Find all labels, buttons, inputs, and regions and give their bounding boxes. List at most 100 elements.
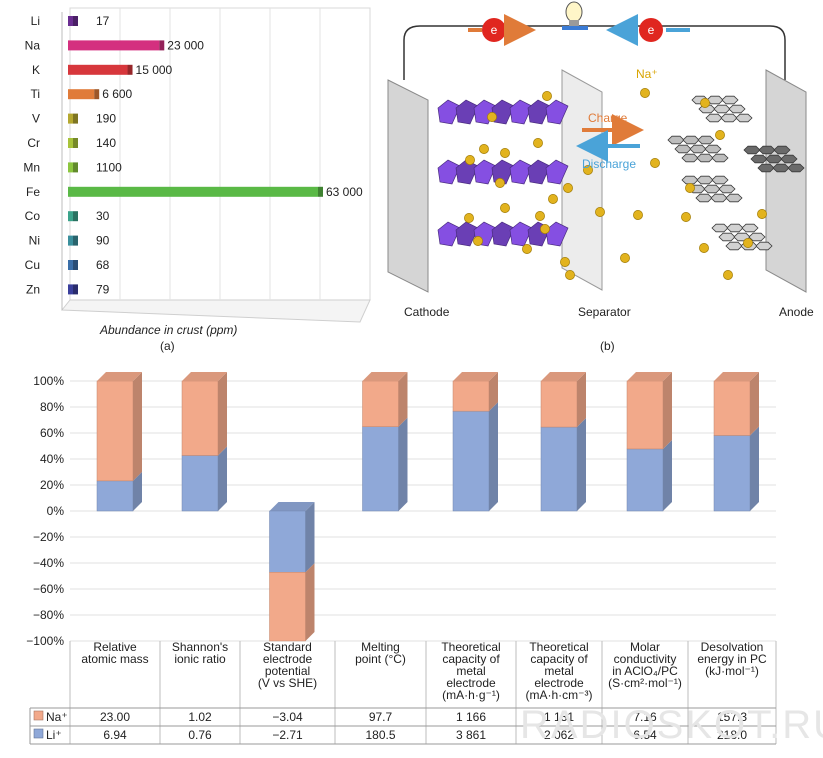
category-label: (mA·h·g⁻¹)	[442, 688, 500, 702]
separator-label: Separator	[578, 305, 631, 319]
sodium-ion	[522, 244, 532, 254]
graphene-hexagon	[728, 104, 746, 114]
element-label: Fe	[26, 185, 40, 199]
element-label: Na	[25, 38, 41, 52]
chart-c-ytick: 40%	[40, 452, 64, 466]
chart-c-ytick: 0%	[47, 504, 65, 518]
graphene-hexagon	[773, 145, 791, 155]
abundance-bar	[68, 40, 160, 51]
sodium-ion	[465, 155, 475, 165]
comparison-bar-side	[398, 417, 408, 511]
chart-c-ytick: −100%	[26, 634, 64, 648]
table-cell: 180.5	[365, 728, 395, 742]
cathode-label: Cathode	[404, 305, 450, 319]
anode-plate	[765, 69, 807, 293]
table-cell: 0.76	[188, 728, 212, 742]
graphene-hexagon	[711, 153, 729, 163]
cathode-polyhedron	[437, 99, 461, 125]
abundance-bar	[68, 162, 73, 173]
comparison-bar-side	[398, 372, 408, 427]
category-label: electrode	[534, 676, 584, 690]
abundance-bar-end	[318, 186, 323, 197]
graphene-hexagon	[735, 113, 753, 123]
cathode-polyhedron	[527, 99, 551, 125]
graphene-hexagon	[703, 184, 721, 194]
table-cell: 2 062	[544, 728, 574, 742]
element-label: Zn	[26, 282, 40, 296]
table-cell: 7.16	[633, 710, 657, 724]
comparison-bar-segment	[269, 510, 306, 573]
comparison-bar-segment	[96, 380, 134, 482]
comparison-bar-segment	[181, 380, 219, 456]
graphene-hexagon	[711, 175, 729, 185]
comparison-bar-top	[269, 502, 315, 511]
comparison-bar-side	[750, 426, 759, 511]
abundance-value: 140	[96, 136, 116, 150]
category-label: metal	[456, 664, 485, 678]
table-cell: 23.00	[100, 710, 130, 724]
sodium-ion	[500, 148, 510, 158]
sodium-ion	[473, 236, 483, 246]
cathode-polyhedron	[455, 99, 479, 125]
table-cell: −2.71	[272, 728, 303, 742]
abundance-bar-end	[73, 260, 78, 270]
category-label: ionic ratio	[174, 652, 226, 666]
graphene-hexagon	[787, 163, 805, 173]
graphene-hexagon	[757, 163, 775, 173]
chart-a-xlabel: Abundance in crust (ppm)	[99, 323, 237, 337]
abundance-value: 90	[96, 234, 110, 248]
comparison-bar-side	[577, 372, 586, 428]
sodium-ion-battery-schematic: e e Charge Discharge Na⁺ Cathode Separat…	[387, 1, 814, 353]
abundance-value: 15 000	[136, 63, 173, 77]
table-cell: 157.3	[717, 710, 747, 724]
sodium-ion	[535, 211, 545, 221]
svg-text:e: e	[491, 23, 498, 37]
category-label: atomic mass	[81, 652, 148, 666]
table-cell: 3 861	[456, 728, 486, 742]
graphene-hexagon	[682, 135, 700, 145]
graphene-hexagon	[681, 153, 699, 163]
abundance-bar-end	[127, 64, 133, 75]
abundance-bar	[68, 113, 73, 124]
graphene-hexagon	[721, 95, 739, 105]
legend-swatch	[33, 710, 44, 721]
graphene-hexagon	[726, 223, 744, 233]
abundance-bar-end	[159, 40, 165, 51]
comparison-bar-segment	[540, 426, 578, 512]
svg-text:e: e	[648, 23, 655, 37]
comparison-bar-top	[541, 372, 586, 381]
category-label: conductivity	[614, 652, 677, 666]
graphene-hexagon	[755, 241, 773, 251]
abundance-bar	[68, 284, 73, 295]
table-cell: 6.54	[633, 728, 657, 742]
sodium-ion	[723, 270, 733, 280]
graphene-hexagon	[741, 223, 759, 233]
graphene-hexagon	[758, 145, 776, 155]
category-label: potential	[265, 664, 310, 678]
sodium-ion	[495, 178, 505, 188]
abundance-bar	[68, 211, 73, 222]
table-cell: 1.02	[188, 710, 212, 724]
sodium-ion	[633, 210, 643, 220]
graphene-hexagon	[748, 232, 766, 242]
graphene-hexagon	[711, 223, 729, 233]
category-label: (kJ·mol⁻¹)	[705, 664, 759, 678]
chart-c-ytick: −60%	[33, 582, 64, 596]
category-label: energy in PC	[697, 652, 767, 666]
sodium-ion	[699, 243, 709, 253]
sodium-ion	[540, 224, 550, 234]
abundance-bar	[68, 64, 128, 75]
abundance-value: 6 600	[102, 87, 132, 101]
circuit-wire	[403, 25, 786, 80]
abundance-bar	[68, 186, 318, 197]
category-label: Relative	[93, 640, 137, 654]
cathode-polyhedron	[545, 221, 569, 247]
sodium-ion	[533, 138, 543, 148]
comparison-bar-top	[627, 372, 672, 381]
sodium-ion	[620, 253, 630, 263]
graphene-hexagon	[725, 241, 743, 251]
abundance-bar-end	[94, 89, 100, 100]
graphene-hexagon	[696, 175, 714, 185]
graphene-hexagon	[674, 144, 692, 154]
sodium-ion	[563, 183, 573, 193]
